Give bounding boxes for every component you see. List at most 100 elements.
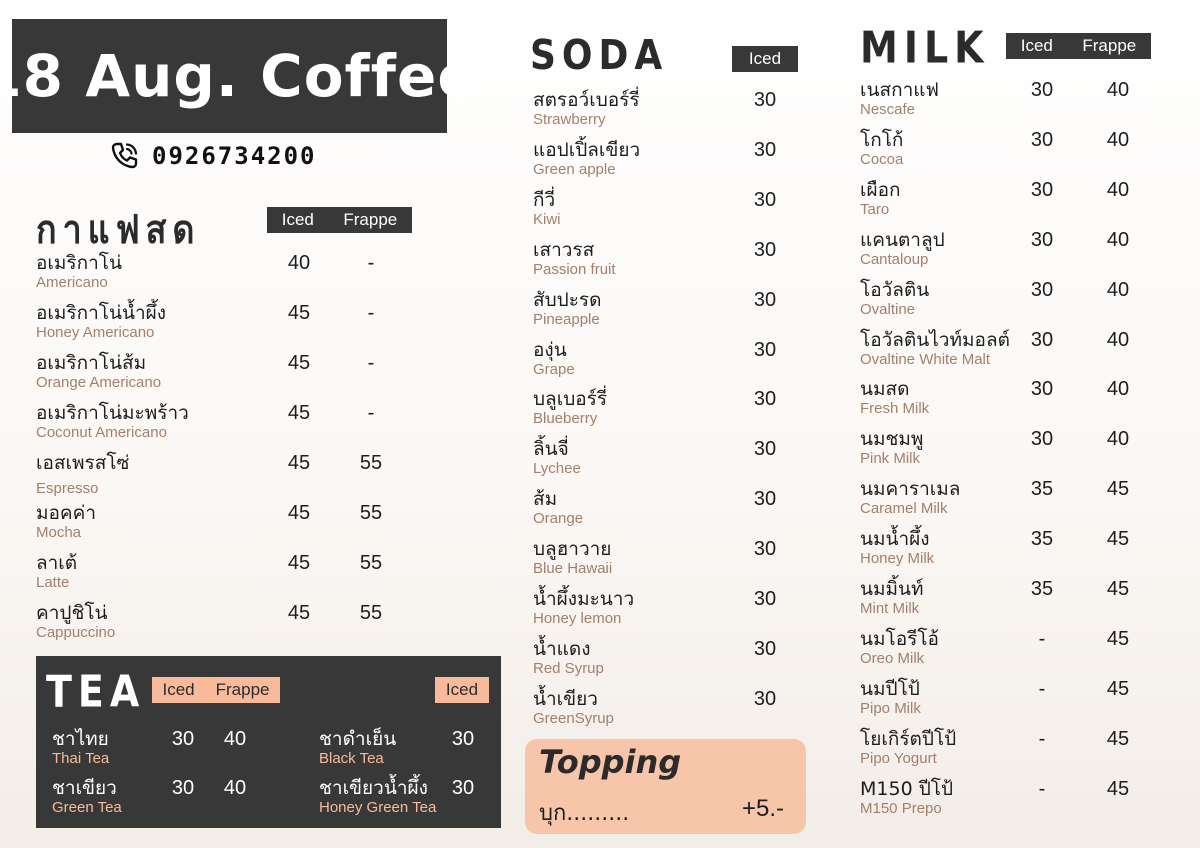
iced-price: - [1038,777,1046,800]
tea-right-column-header: Iced [435,677,489,703]
soda-section-title: SODA [530,32,669,80]
phone-number: 0926734200 [152,142,317,170]
frappe-price: 40 [1106,278,1130,301]
soda-menu-row: น้ำเขียว GreenSyrup 30 [533,688,833,738]
item-thai-name: นมสด [860,378,910,401]
iced-price: 30 [753,288,777,311]
item-thai-name: ชาดำเย็น [319,728,397,750]
frappe-price: 40 [1106,79,1130,101]
iced-price: 30 [753,238,777,261]
soda-menu-row: น้ำแดง Red Syrup 30 [533,638,833,688]
soda-menu-row: กีวี่ Kiwi 30 [533,189,833,239]
item-english-name: Ovaltine White Malt [860,350,991,368]
milk-menu-row: นมชมพู Pink Milk 30 40 [860,428,1160,478]
iced-price: 35 [1030,578,1054,600]
item-thai-name: น้ำแดง [533,637,591,660]
soda-col-iced: Iced [748,49,782,68]
item-english-name: Passion fruit [533,260,616,278]
iced-price: - [1038,627,1046,650]
item-english-name: Kiwi [533,210,561,228]
item-english-name: Cappuccino [36,624,116,641]
iced-price: 30 [1030,79,1054,101]
item-thai-name: โกโก้ [860,128,904,151]
iced-price: 30 [753,538,777,561]
item-thai-name: บลูเบอร์รี่ [533,388,608,411]
item-thai-name: กีวี่ [533,188,556,211]
item-english-name: Honey Americano [36,324,155,341]
iced-price: 30 [1030,378,1054,401]
item-english-name: M150 Prepo [860,799,942,817]
iced-price: 30 [753,89,777,111]
item-english-name: Honey Green Tea [319,799,437,816]
frappe-price: - [367,352,375,374]
item-english-name: Blue Hawaii [533,560,613,578]
item-english-name: Taro [860,200,890,218]
iced-price: 30 [753,138,777,161]
milk-menu-row: เนสกาแฟ Nescafe 30 40 [860,79,1160,129]
iced-price: 35 [1030,528,1054,551]
item-english-name: Thai Tea [52,750,110,767]
item-english-name: Honey lemon [533,610,622,627]
item-english-name: Strawberry [533,111,606,128]
milk-menu-row: โอวัลติน Ovaltine 30 40 [860,279,1160,329]
item-thai-name: นมคาราเมล [860,478,961,501]
coffee-menu-row: ลาเต้ Latte 45 55 [36,552,382,602]
soda-menu-row: แอปเปิ้ลเขียว Green apple 30 [533,139,833,189]
iced-price: 45 [287,502,311,524]
frappe-price: 55 [359,602,383,624]
frappe-price: 40 [1106,328,1130,351]
iced-price: 30 [451,728,475,750]
frappe-price: 40 [223,777,247,799]
tea-right-menu-row: ชาเขียวน้ำผึ้ง Honey Green Tea 30 [319,777,619,827]
item-english-name: Red Syrup [533,659,604,677]
milk-col-frappe: Frappe [1082,36,1137,55]
item-thai-name: แอปเปิ้ลเขียว [533,138,641,161]
tea-section: TEA Iced Frappe Iced ชาไทย Thai Tea 30 40 ชา… [36,656,501,828]
item-thai-name: เผือก [860,178,901,201]
item-thai-name: นมชมพู [860,428,924,451]
item-english-name: Pink Milk [860,450,921,468]
coffee-col-iced: Iced [281,210,314,229]
item-english-name: Mocha [36,524,82,541]
iced-price: 40 [287,252,311,274]
item-thai-name: อเมริกาโน่ [36,252,123,274]
frappe-price: 40 [1106,378,1130,401]
item-english-name: Ovaltine [860,300,916,318]
item-thai-name: M150 ปีโป้ [860,777,954,800]
soda-menu-row: เสาวรส Passion fruit 30 [533,239,833,289]
iced-price: - [1038,677,1046,700]
frappe-price: 45 [1106,578,1130,600]
frappe-price: 45 [1106,727,1130,750]
item-english-name: Cantaloup [860,250,929,268]
item-english-name: Mint Milk [860,600,920,617]
shop-name-banner: 18 Aug. Coffee [0,19,477,133]
frappe-price: 40 [1106,128,1130,151]
coffee-menu-row: อเมริกาโน่มะพร้าว Coconut Americano 45 - [36,402,374,452]
iced-price: 45 [287,602,311,624]
item-english-name: Coconut Americano [36,424,167,441]
tea-left-menu-row: ชาไทย Thai Tea 30 40 [52,728,352,778]
tea-col-iced: Iced [162,680,195,699]
frappe-price: - [367,252,375,274]
soda-menu-row: ส้ม Orange 30 [533,488,833,538]
iced-price: 30 [753,637,777,660]
topping-box: Topping บุก......... +5.- [525,739,806,834]
milk-col-iced: Iced [1020,36,1053,55]
iced-price: 30 [753,438,777,461]
iced-price: 30 [1030,428,1054,451]
item-english-name: Green Tea [52,799,122,816]
tea-col-iced-right: Iced [445,680,479,699]
frappe-price: 45 [1106,528,1130,551]
iced-price: 30 [451,777,475,799]
milk-menu-row: โยเกิร์ตปีโป้ Pipo Yogurt - 45 [860,728,1160,778]
tea-section-title: TEA [46,666,146,717]
item-thai-name: อเมริกาโน่น้ำผึ้ง [36,302,167,324]
tea-left-menu-row: ชาเขียว Green Tea 30 40 [52,777,352,827]
iced-price: 30 [753,588,777,610]
iced-price: 30 [171,728,195,750]
coffee-menu-row: อเมริกาโน่ Americano 40 - [36,252,374,302]
milk-menu-row: นมน้ำผึ้ง Honey Milk 35 45 [860,528,1160,578]
iced-price: 45 [287,452,311,474]
item-english-name: Grape [533,360,575,378]
iced-price: 30 [1030,228,1054,251]
